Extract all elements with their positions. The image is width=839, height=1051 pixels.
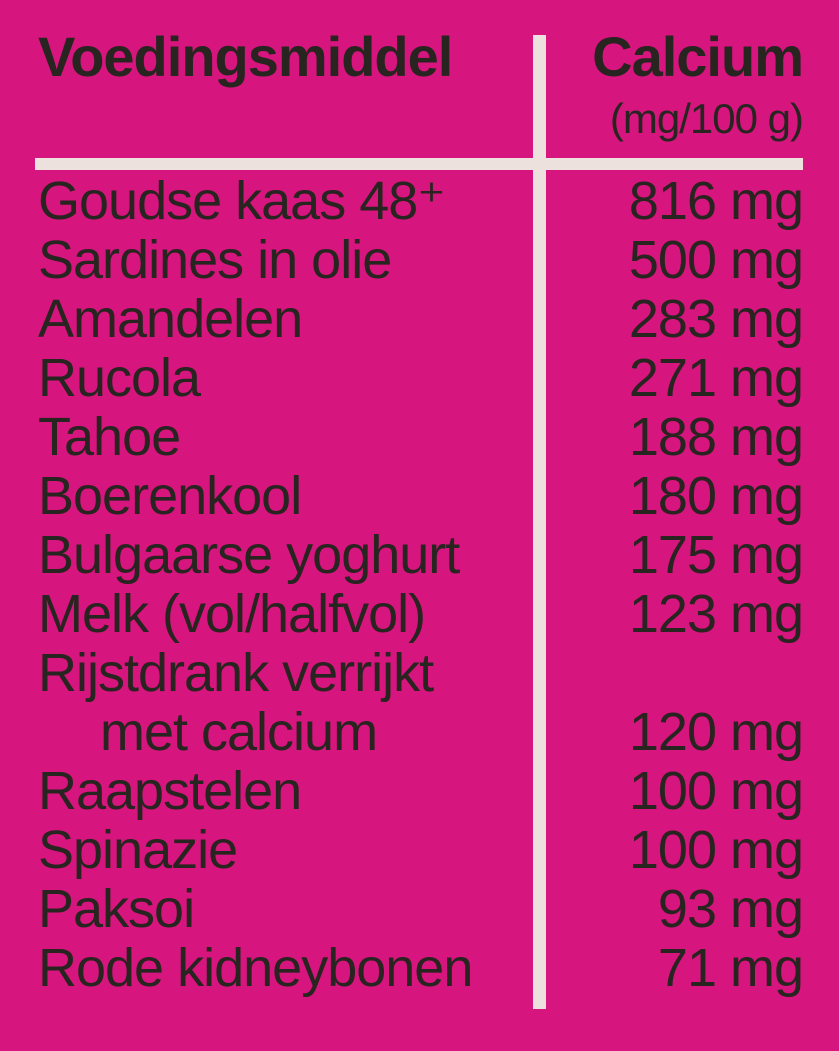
calcium-value: 100 mg [628, 761, 804, 821]
food-name: met calcium [100, 702, 378, 762]
calcium-value: 71 mg [657, 938, 804, 998]
table-row: Spinazie 100 mg [38, 820, 804, 880]
header-divider-line [35, 158, 803, 170]
table-row: Amandelen 283 mg [38, 289, 804, 349]
table-body: Goudse kaas 48⁺ 816 mg Sardines in olie 500… [38, 171, 804, 998]
table-row: Boerenkool 180 mg [38, 466, 804, 526]
food-name: Rucola [38, 348, 201, 408]
food-name: Bulgaarse yoghurt [38, 525, 460, 585]
table-row: Rode kidneybonen 71 mg [38, 938, 804, 998]
food-name: Paksoi [38, 879, 195, 939]
column-divider-line [533, 35, 546, 1009]
table-row: Rijstdrank verrijkt [38, 644, 803, 703]
calcium-value: 180 mg [628, 466, 804, 526]
calcium-value: 120 mg [628, 702, 804, 762]
food-column-header: Voedingsmiddel [38, 25, 453, 88]
food-name: Tahoe [38, 407, 181, 467]
calcium-value: 283 mg [628, 289, 804, 349]
table-row: Tahoe 188 mg [38, 407, 804, 467]
food-name: Amandelen [38, 289, 303, 349]
table-row: Raapstelen 100 mg [38, 761, 804, 821]
food-name: Boerenkool [38, 466, 302, 526]
calcium-value: 816 mg [628, 171, 804, 231]
food-name: Raapstelen [38, 761, 302, 821]
calcium-value: 93 mg [657, 879, 804, 939]
table-row: Melk (vol/halfvol) 123 mg [38, 584, 804, 644]
calcium-value: 175 mg [628, 525, 804, 585]
calcium-value: 100 mg [628, 820, 804, 880]
value-column-unit: (mg/100 g) [609, 95, 804, 142]
table-row: met calcium 120 mg [38, 702, 804, 762]
food-name: Goudse kaas 48⁺ [38, 171, 446, 231]
calcium-value: 271 mg [628, 348, 804, 408]
table-row: Rucola 271 mg [38, 348, 804, 408]
table-row: Paksoi 93 mg [38, 879, 804, 939]
table-row: Bulgaarse yoghurt 175 mg [38, 525, 804, 585]
food-name: Sardines in olie [38, 230, 392, 290]
calcium-value: 188 mg [628, 407, 804, 467]
calcium-value: 500 mg [628, 230, 804, 290]
table-row: Goudse kaas 48⁺ 816 mg [38, 171, 804, 231]
food-name: Spinazie [38, 820, 238, 880]
value-column-title: Calcium [592, 25, 804, 88]
calcium-value: 123 mg [628, 584, 804, 644]
table-row: Sardines in olie 500 mg [38, 230, 804, 290]
value-column-header: Calcium (mg/100 g) [592, 25, 804, 142]
food-name: Rijstdrank verrijkt [38, 643, 434, 703]
food-name: Melk (vol/halfvol) [38, 584, 426, 644]
food-name: Rode kidneybonen [38, 938, 473, 998]
table-header: Voedingsmiddel Calcium (mg/100 g) [38, 25, 804, 142]
